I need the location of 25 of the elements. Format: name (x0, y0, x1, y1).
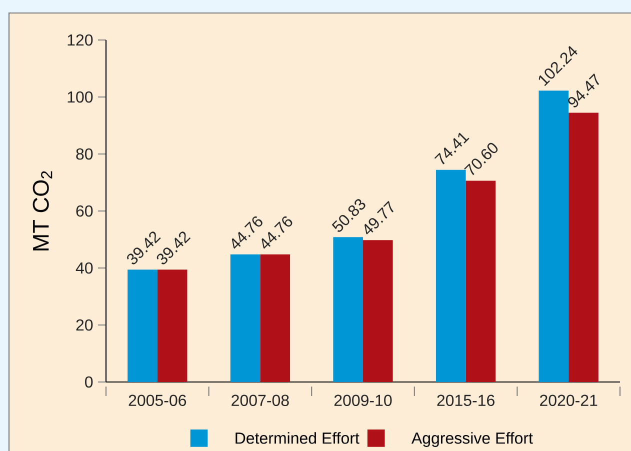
bar (466, 180, 496, 382)
bar (157, 270, 188, 382)
x-tick-label: 2007-08 (232, 394, 289, 406)
bar (363, 240, 393, 382)
y-tick-label: 60 (76, 205, 93, 217)
bar (568, 112, 598, 382)
x-tick-label: 2005-06 (128, 394, 186, 406)
x-tick-label: 2020-21 (540, 394, 598, 406)
y-tick-label: 100 (68, 91, 93, 103)
legend-label: Determined Effort (236, 432, 360, 444)
y-tick-label: 20 (76, 319, 93, 331)
y-tick-label: 0 (85, 376, 93, 388)
y-tick-label: 80 (76, 148, 93, 160)
bar (128, 270, 158, 382)
legend-label: Aggressive Effort (411, 432, 533, 447)
bar (333, 237, 364, 382)
y-tick-label: 120 (68, 34, 93, 46)
bar (260, 254, 290, 382)
y-tick-label: 40 (76, 262, 93, 274)
x-tick-label: 2009-10 (334, 394, 392, 406)
bar (230, 254, 260, 382)
bar (436, 170, 466, 382)
y-axis-title: MT CO$_{2}$ (32, 171, 52, 250)
bar (538, 90, 569, 382)
x-tick-label: 2015-16 (437, 394, 494, 406)
